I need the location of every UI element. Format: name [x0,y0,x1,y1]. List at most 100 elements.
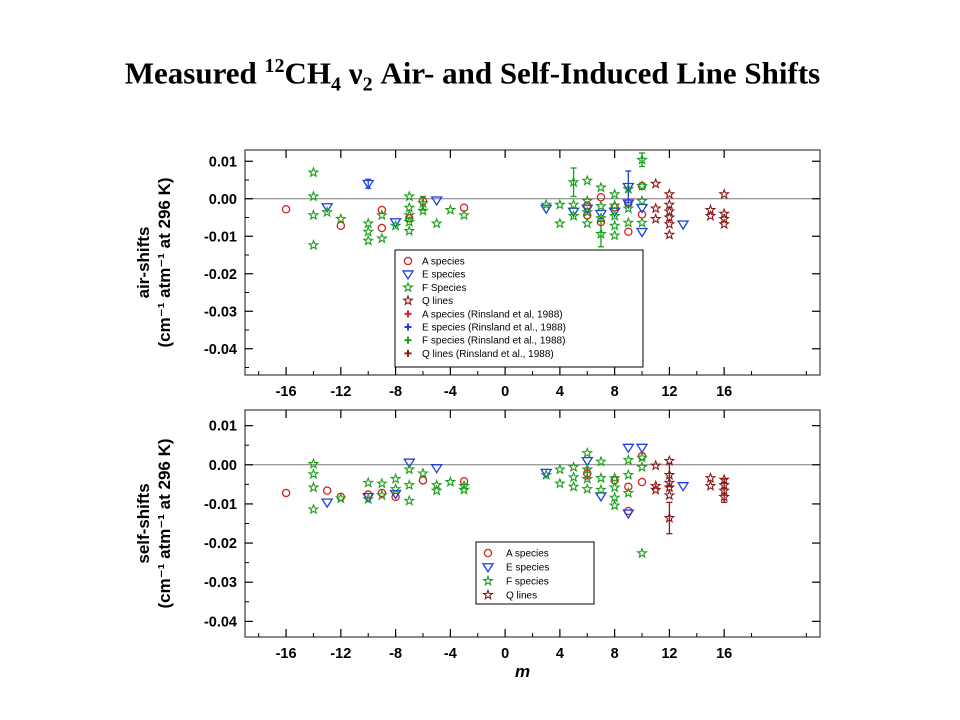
data-point-f [567,209,580,222]
data-point-a [377,205,387,215]
x-tick-label: 12 [661,646,677,662]
data-point-a [281,204,291,214]
data-point-e [676,482,690,492]
data-point-f [595,227,607,240]
data-point-f [608,188,621,200]
chart-panel-1: 0.01 0.00 -0.01 -0.02 -0.03 -0.04 -16 -12 -8 -4 0 4… [134,149,821,400]
legend-label: F species (Rinsland et al., 1988) [422,336,565,347]
data-point-f [403,494,416,506]
legend-label: Q lines [506,591,537,602]
data-point-f [307,166,320,178]
x-tick-label: 16 [716,384,732,400]
x-axis-label: m [515,662,530,681]
data-point-a [363,490,373,499]
data-point-f [595,455,607,467]
data-point-e [320,498,334,509]
data-point-q [704,479,717,491]
data-point-f [376,477,388,489]
data-point-q [663,218,676,230]
x-tick-label: -4 [444,384,457,400]
legend-symbol [404,336,412,344]
y-tick-label: -0.01 [204,497,237,513]
data-point-f [458,483,470,495]
data-point-f [581,472,594,484]
data-point-f [389,482,402,495]
legend-symbol [482,588,494,601]
data-point-e [430,464,443,474]
x-tick-label: -12 [330,646,351,662]
data-point-f [636,179,648,192]
data-point-f [581,206,594,218]
y-tick-label: 0.01 [209,154,237,170]
data-point-f [403,190,416,202]
title-suffix: Air- and Self-Induced Line Shifts [372,55,821,91]
data-point-f [595,212,607,224]
data-point-a [322,486,332,495]
data-point-f [458,479,470,491]
data-point-f [636,460,648,473]
data-point-f [307,503,320,515]
data-point-f [389,219,402,231]
data-point-f [581,194,594,207]
data-point-e [362,179,375,190]
legend-symbol [401,270,415,281]
title-band: ν [341,55,363,91]
y-tick-label: -0.02 [204,536,237,552]
y-axis-units: (cm⁻¹ atm⁻¹ at 296 K) [155,177,174,347]
data-point-f [553,198,566,210]
data-point-f [553,217,566,229]
data-point-f [622,216,635,228]
data-point-q [663,454,676,466]
data-point-f [321,206,334,218]
data-point-f [444,203,457,216]
data-point-e [581,204,594,215]
data-point-e [676,220,690,231]
data-point-f [581,217,594,229]
data-point-e [430,196,443,207]
data-point-e [594,209,608,220]
data-point-a [624,482,633,491]
data-point-q [663,476,676,488]
x-tick-label: -16 [276,646,297,662]
data-point-f [334,212,347,225]
data-point-e [594,492,608,503]
legend-symbol [482,574,494,587]
data-point-f [636,547,648,559]
legend-symbol [402,281,414,293]
data-point-e [567,207,580,218]
legend-symbol [481,563,495,573]
data-point-f [622,182,635,195]
data-point-f [567,471,580,483]
legend: A species E species F species Q lines [475,541,595,605]
data-point-f [307,457,320,470]
data-point-e [635,443,649,454]
data-point-f [362,217,375,229]
data-point-f [334,492,347,504]
y-tick-label: -0.01 [204,229,237,245]
data-point-a [624,227,633,236]
data-point-a [624,506,633,516]
y-tick-label: -0.04 [204,614,237,630]
data-point-f [608,471,621,484]
data-point-a [336,221,346,230]
x-tick-label: 0 [501,384,509,400]
title-prefix: Measured [124,55,265,91]
data-point-f [567,460,580,473]
data-point-f [430,484,443,496]
data-point-f [608,209,621,222]
legend-symbol [404,323,412,331]
y-tick-label: 0.00 [209,192,237,208]
data-point-f [608,481,621,493]
data-point-e [389,218,402,228]
data-point-f [458,209,470,221]
x-tick-label: -16 [276,384,297,400]
x-tick-label: -8 [389,646,402,662]
data-point-f [608,219,621,231]
x-tick-label: -4 [444,646,457,662]
data-point-f [595,181,607,193]
x-tick-label: 4 [556,384,564,400]
data-point-q [663,511,676,524]
legend-label: Q lines [422,296,453,307]
data-point-f [636,216,648,228]
y-axis-units: (cm⁻¹ atm⁻¹ at 296 K) [155,438,174,608]
